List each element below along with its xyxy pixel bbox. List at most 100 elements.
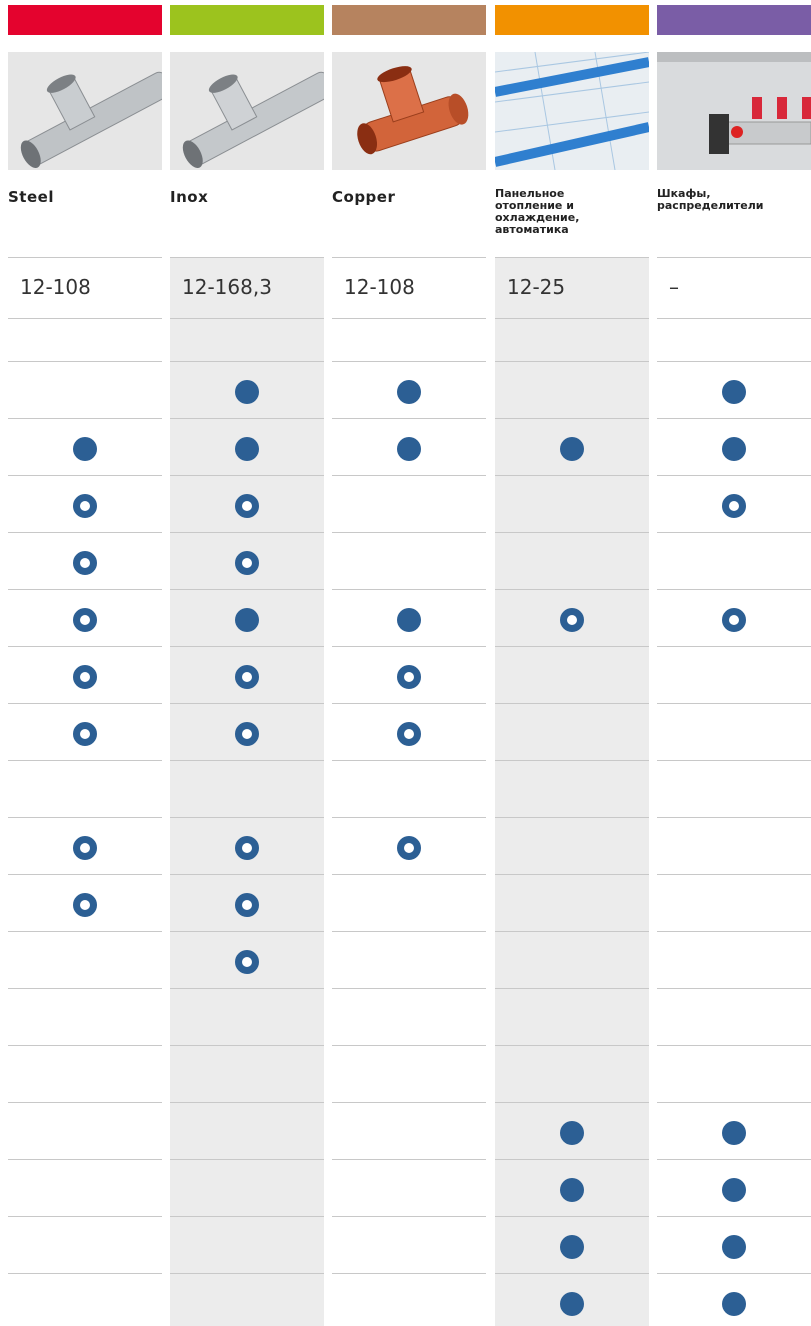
row-divider — [170, 760, 324, 761]
row-divider — [657, 1159, 811, 1160]
row-divider — [8, 1159, 162, 1160]
row-divider — [170, 532, 324, 533]
row-divider — [495, 1216, 649, 1217]
row-divider — [8, 1216, 162, 1217]
row-divider — [657, 589, 811, 590]
row-divider — [8, 475, 162, 476]
row-divider — [495, 1159, 649, 1160]
marker-filled — [397, 380, 421, 404]
marker-ring — [73, 665, 97, 689]
row-divider — [657, 1045, 811, 1046]
row-divider — [657, 475, 811, 476]
row-divider — [8, 703, 162, 704]
cabinet-image — [657, 52, 811, 170]
marker-filled — [235, 437, 259, 461]
color-bar — [170, 5, 324, 35]
row-divider — [332, 760, 486, 761]
row-divider — [170, 874, 324, 875]
row-divider — [495, 1102, 649, 1103]
row-divider — [332, 988, 486, 989]
row-divider — [495, 760, 649, 761]
row-divider — [657, 817, 811, 818]
row-divider — [170, 1159, 324, 1160]
row-divider — [332, 874, 486, 875]
row-divider — [170, 1273, 324, 1274]
row-divider — [495, 817, 649, 818]
row-divider — [657, 1216, 811, 1217]
marker-ring — [73, 836, 97, 860]
marker-ring — [73, 494, 97, 518]
copper-image — [332, 52, 486, 170]
size-cell: 12-168,3 — [170, 257, 324, 318]
row-divider — [8, 988, 162, 989]
row-divider — [8, 874, 162, 875]
row-divider — [332, 1045, 486, 1046]
marker-filled — [722, 1121, 746, 1145]
inox-image — [170, 52, 324, 170]
column-name: Шкафы, распределители — [657, 188, 811, 212]
row-divider — [332, 646, 486, 647]
row-divider — [8, 1102, 162, 1103]
row-divider — [495, 257, 649, 258]
marker-filled — [560, 1178, 584, 1202]
row-divider — [495, 318, 649, 319]
marker-ring — [397, 665, 421, 689]
row-divider — [657, 988, 811, 989]
column-name: Inox — [170, 188, 324, 206]
row-divider — [495, 418, 649, 419]
row-divider — [495, 646, 649, 647]
row-divider — [657, 318, 811, 319]
marker-filled — [235, 380, 259, 404]
row-divider — [8, 1045, 162, 1046]
row-divider — [332, 589, 486, 590]
marker-ring — [235, 836, 259, 860]
marker-ring — [73, 551, 97, 575]
row-divider — [332, 817, 486, 818]
marker-filled — [722, 1178, 746, 1202]
marker-filled — [560, 437, 584, 461]
marker-filled — [560, 1235, 584, 1259]
size-cell: 12-108 — [332, 257, 486, 318]
row-divider — [8, 817, 162, 818]
marker-ring — [73, 893, 97, 917]
marker-ring — [73, 608, 97, 632]
row-divider — [495, 1273, 649, 1274]
color-bar — [8, 5, 162, 35]
row-divider — [332, 475, 486, 476]
row-divider — [332, 318, 486, 319]
marker-filled — [235, 608, 259, 632]
row-divider — [170, 589, 324, 590]
marker-ring — [722, 494, 746, 518]
row-divider — [657, 361, 811, 362]
row-divider — [8, 257, 162, 258]
row-divider — [8, 1273, 162, 1274]
marker-ring — [235, 551, 259, 575]
row-divider — [332, 1273, 486, 1274]
row-divider — [332, 361, 486, 362]
row-divider — [495, 874, 649, 875]
marker-ring — [397, 722, 421, 746]
marker-filled — [397, 608, 421, 632]
row-divider — [170, 1045, 324, 1046]
row-divider — [8, 646, 162, 647]
row-divider — [657, 257, 811, 258]
row-divider — [8, 589, 162, 590]
row-divider — [495, 931, 649, 932]
row-divider — [495, 988, 649, 989]
row-divider — [8, 318, 162, 319]
marker-filled — [397, 437, 421, 461]
column-name: Copper — [332, 188, 486, 206]
row-divider — [170, 257, 324, 258]
row-divider — [170, 418, 324, 419]
row-divider — [657, 646, 811, 647]
row-divider — [657, 874, 811, 875]
color-bar — [657, 5, 811, 35]
row-divider — [170, 703, 324, 704]
marker-ring — [397, 836, 421, 860]
marker-ring — [235, 665, 259, 689]
marker-filled — [560, 1292, 584, 1316]
steel-image — [8, 52, 162, 170]
size-cell: 12-108 — [8, 257, 162, 318]
row-divider — [332, 532, 486, 533]
marker-ring — [235, 950, 259, 974]
